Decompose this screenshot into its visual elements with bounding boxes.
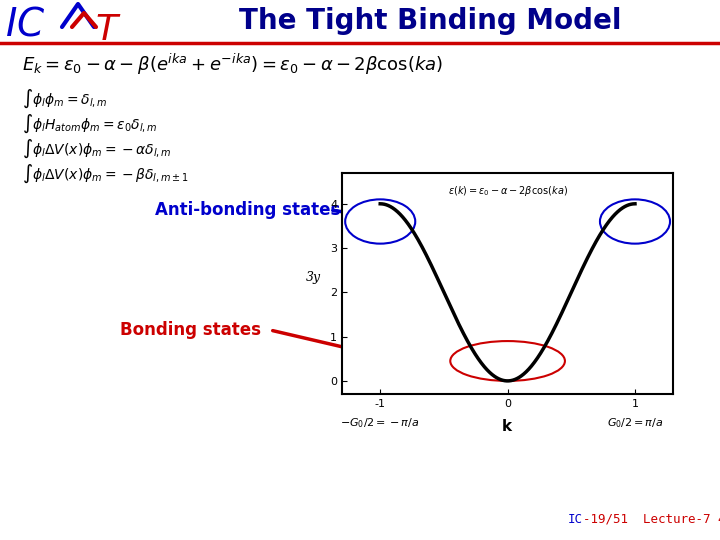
Text: $E_k = \varepsilon_0 - \alpha - \beta(e^{ika} + e^{-ika}) = \varepsilon_0 - \alp: $E_k = \varepsilon_0 - \alpha - \beta(e^… bbox=[22, 52, 443, 77]
Text: $\mathit{T}$: $\mathit{T}$ bbox=[95, 13, 122, 47]
Text: -19/51  Lecture-7 4-11-2004: -19/51 Lecture-7 4-11-2004 bbox=[583, 513, 720, 526]
Text: IC: IC bbox=[568, 513, 583, 526]
Y-axis label: 3y: 3y bbox=[306, 271, 321, 284]
Text: Bonding states: Bonding states bbox=[120, 321, 261, 339]
Text: $-G_0/2=-\pi/a$: $-G_0/2=-\pi/a$ bbox=[341, 416, 420, 430]
Text: $\int \phi_l H_{atom} \phi_m = \varepsilon_0 \delta_{l,m}$: $\int \phi_l H_{atom} \phi_m = \varepsil… bbox=[22, 113, 158, 136]
Text: $\varepsilon(k)=\varepsilon_0-\alpha-2\beta\cos(ka)$: $\varepsilon(k)=\varepsilon_0-\alpha-2\b… bbox=[448, 184, 567, 198]
Text: $G_0/2=\pi/a$: $G_0/2=\pi/a$ bbox=[607, 416, 663, 430]
Text: $\int \phi_l \phi_m = \delta_{l,m}$: $\int \phi_l \phi_m = \delta_{l,m}$ bbox=[22, 88, 107, 110]
Text: The Tight Binding Model: The Tight Binding Model bbox=[239, 7, 621, 35]
Text: $\int \phi_l \Delta V(x) \phi_m = -\beta \delta_{l,m\pm 1}$: $\int \phi_l \Delta V(x) \phi_m = -\beta… bbox=[22, 163, 189, 185]
Text: $\int \phi_l \Delta V(x) \phi_m = -\alpha \delta_{l,m}$: $\int \phi_l \Delta V(x) \phi_m = -\alph… bbox=[22, 138, 171, 160]
Text: Anti-bonding states: Anti-bonding states bbox=[155, 201, 341, 219]
Text: $\mathbf{k}$: $\mathbf{k}$ bbox=[501, 418, 514, 434]
Text: $\mathit{IC}$: $\mathit{IC}$ bbox=[5, 5, 45, 43]
